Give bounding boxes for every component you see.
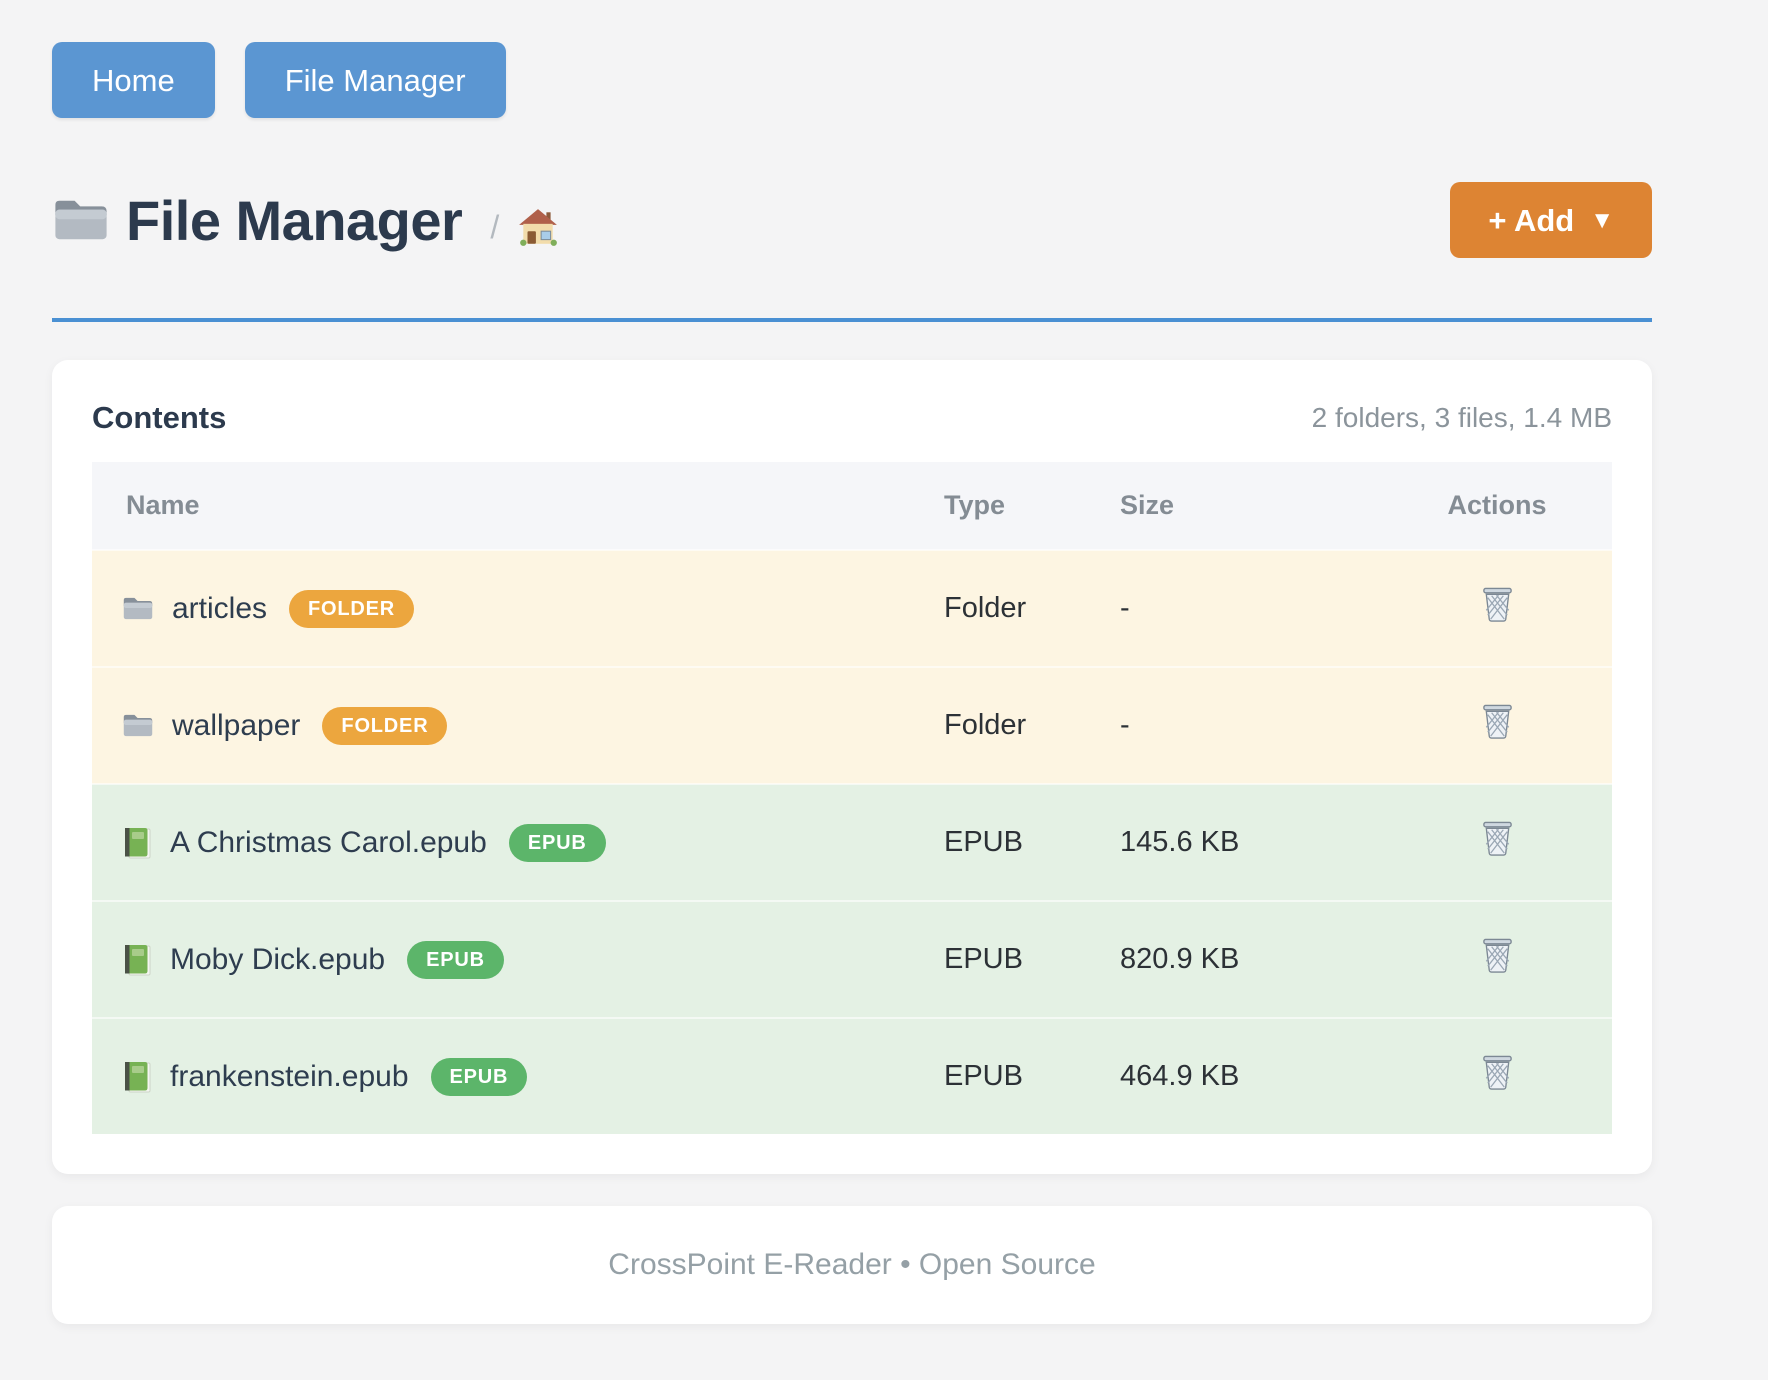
delete-button[interactable]: [1480, 1054, 1515, 1091]
actions-cell: [1382, 784, 1612, 901]
file-name: Moby Dick.epub: [170, 942, 386, 976]
type-cell: EPUB: [944, 1060, 1023, 1092]
file-name: frankenstein.epub: [170, 1059, 409, 1093]
name-cell: frankenstein.epub EPUB: [92, 1018, 920, 1134]
actions-cell: [1382, 667, 1612, 784]
contents-card-header: Contents 2 folders, 3 files, 1.4 MB: [92, 400, 1612, 436]
green-book-icon: [122, 826, 152, 860]
folder-icon: [122, 595, 154, 622]
breadcrumb-home-link[interactable]: [517, 207, 559, 247]
home-icon: [517, 207, 559, 247]
add-button-label: + Add: [1488, 202, 1575, 238]
name-cell: articles FOLDER: [92, 550, 920, 667]
table-header: Name Type Size Actions: [92, 462, 1612, 550]
contents-table-body: articles FOLDER Folder -: [92, 550, 1612, 1134]
type-badge: EPUB: [407, 940, 504, 979]
file-name: A Christmas Carol.epub: [170, 825, 487, 859]
actions-cell: [1382, 901, 1612, 1018]
type-badge: FOLDER: [322, 706, 448, 745]
type-cell: Folder: [944, 709, 1027, 741]
size-cell: -: [1120, 592, 1130, 624]
title-rule: [52, 318, 1652, 322]
page-header: File Manager / + Add ▼: [52, 182, 1652, 258]
name-cell: Moby Dick.epub EPUB: [92, 901, 920, 1018]
breadcrumb-separator: /: [490, 208, 500, 245]
column-header-name: Name: [126, 490, 200, 520]
type-badge: EPUB: [430, 1057, 528, 1096]
column-header-actions: Actions: [1447, 490, 1547, 520]
top-nav: Home File Manager: [52, 42, 1652, 118]
delete-button[interactable]: [1480, 586, 1515, 623]
nav-button-home[interactable]: Home: [52, 42, 215, 118]
name-cell: A Christmas Carol.epub EPUB: [92, 784, 920, 901]
table-row[interactable]: wallpaper FOLDER Folder -: [92, 667, 1612, 784]
green-book-icon: [122, 943, 152, 977]
green-book-icon: [122, 1060, 152, 1094]
file-name: articles: [172, 591, 268, 625]
size-cell: -: [1120, 709, 1130, 741]
table-row[interactable]: frankenstein.epub EPUB EPUB 464.9 KB: [92, 1018, 1612, 1134]
type-cell: EPUB: [944, 943, 1023, 975]
contents-card: Contents 2 folders, 3 files, 1.4 MB Name…: [52, 360, 1652, 1174]
actions-cell: [1382, 1018, 1612, 1134]
footer: CrossPoint E-Reader • Open Source: [52, 1206, 1652, 1324]
trash-icon: [1480, 704, 1515, 743]
page-container: Home File Manager File Manager /: [52, 0, 1652, 1324]
type-badge: FOLDER: [289, 589, 415, 628]
table-row[interactable]: Moby Dick.epub EPUB EPUB 820.9 KB: [92, 901, 1612, 1018]
contents-summary: 2 folders, 3 files, 1.4 MB: [1311, 402, 1612, 433]
chevron-down-icon: ▼: [1590, 207, 1614, 234]
folder-icon: [52, 196, 110, 244]
file-name: wallpaper: [172, 708, 301, 742]
column-header-type: Type: [944, 490, 1006, 520]
type-cell: EPUB: [944, 826, 1023, 858]
delete-button[interactable]: [1480, 703, 1515, 740]
trash-icon: [1480, 821, 1515, 860]
delete-button[interactable]: [1480, 820, 1515, 857]
size-cell: 145.6 KB: [1120, 826, 1240, 858]
table-row[interactable]: articles FOLDER Folder -: [92, 550, 1612, 667]
type-cell: Folder: [944, 592, 1027, 624]
trash-icon: [1480, 587, 1515, 626]
name-cell: wallpaper FOLDER: [92, 667, 920, 784]
folder-icon: [122, 712, 154, 739]
add-button[interactable]: + Add ▼: [1450, 182, 1652, 258]
page-title: File Manager: [126, 188, 463, 252]
contents-table: Name Type Size Actions articles: [92, 462, 1612, 1134]
actions-cell: [1382, 550, 1612, 667]
nav-button-file-manager[interactable]: File Manager: [244, 42, 506, 118]
column-header-size: Size: [1120, 490, 1175, 520]
type-badge: EPUB: [508, 823, 606, 862]
trash-icon: [1480, 938, 1515, 977]
contents-title: Contents: [92, 400, 227, 435]
delete-button[interactable]: [1480, 937, 1515, 974]
footer-text: CrossPoint E-Reader • Open Source: [608, 1248, 1096, 1281]
size-cell: 820.9 KB: [1120, 943, 1240, 975]
trash-icon: [1480, 1055, 1515, 1094]
table-row[interactable]: A Christmas Carol.epub EPUB EPUB 145.6 K…: [92, 784, 1612, 901]
size-cell: 464.9 KB: [1120, 1060, 1240, 1092]
